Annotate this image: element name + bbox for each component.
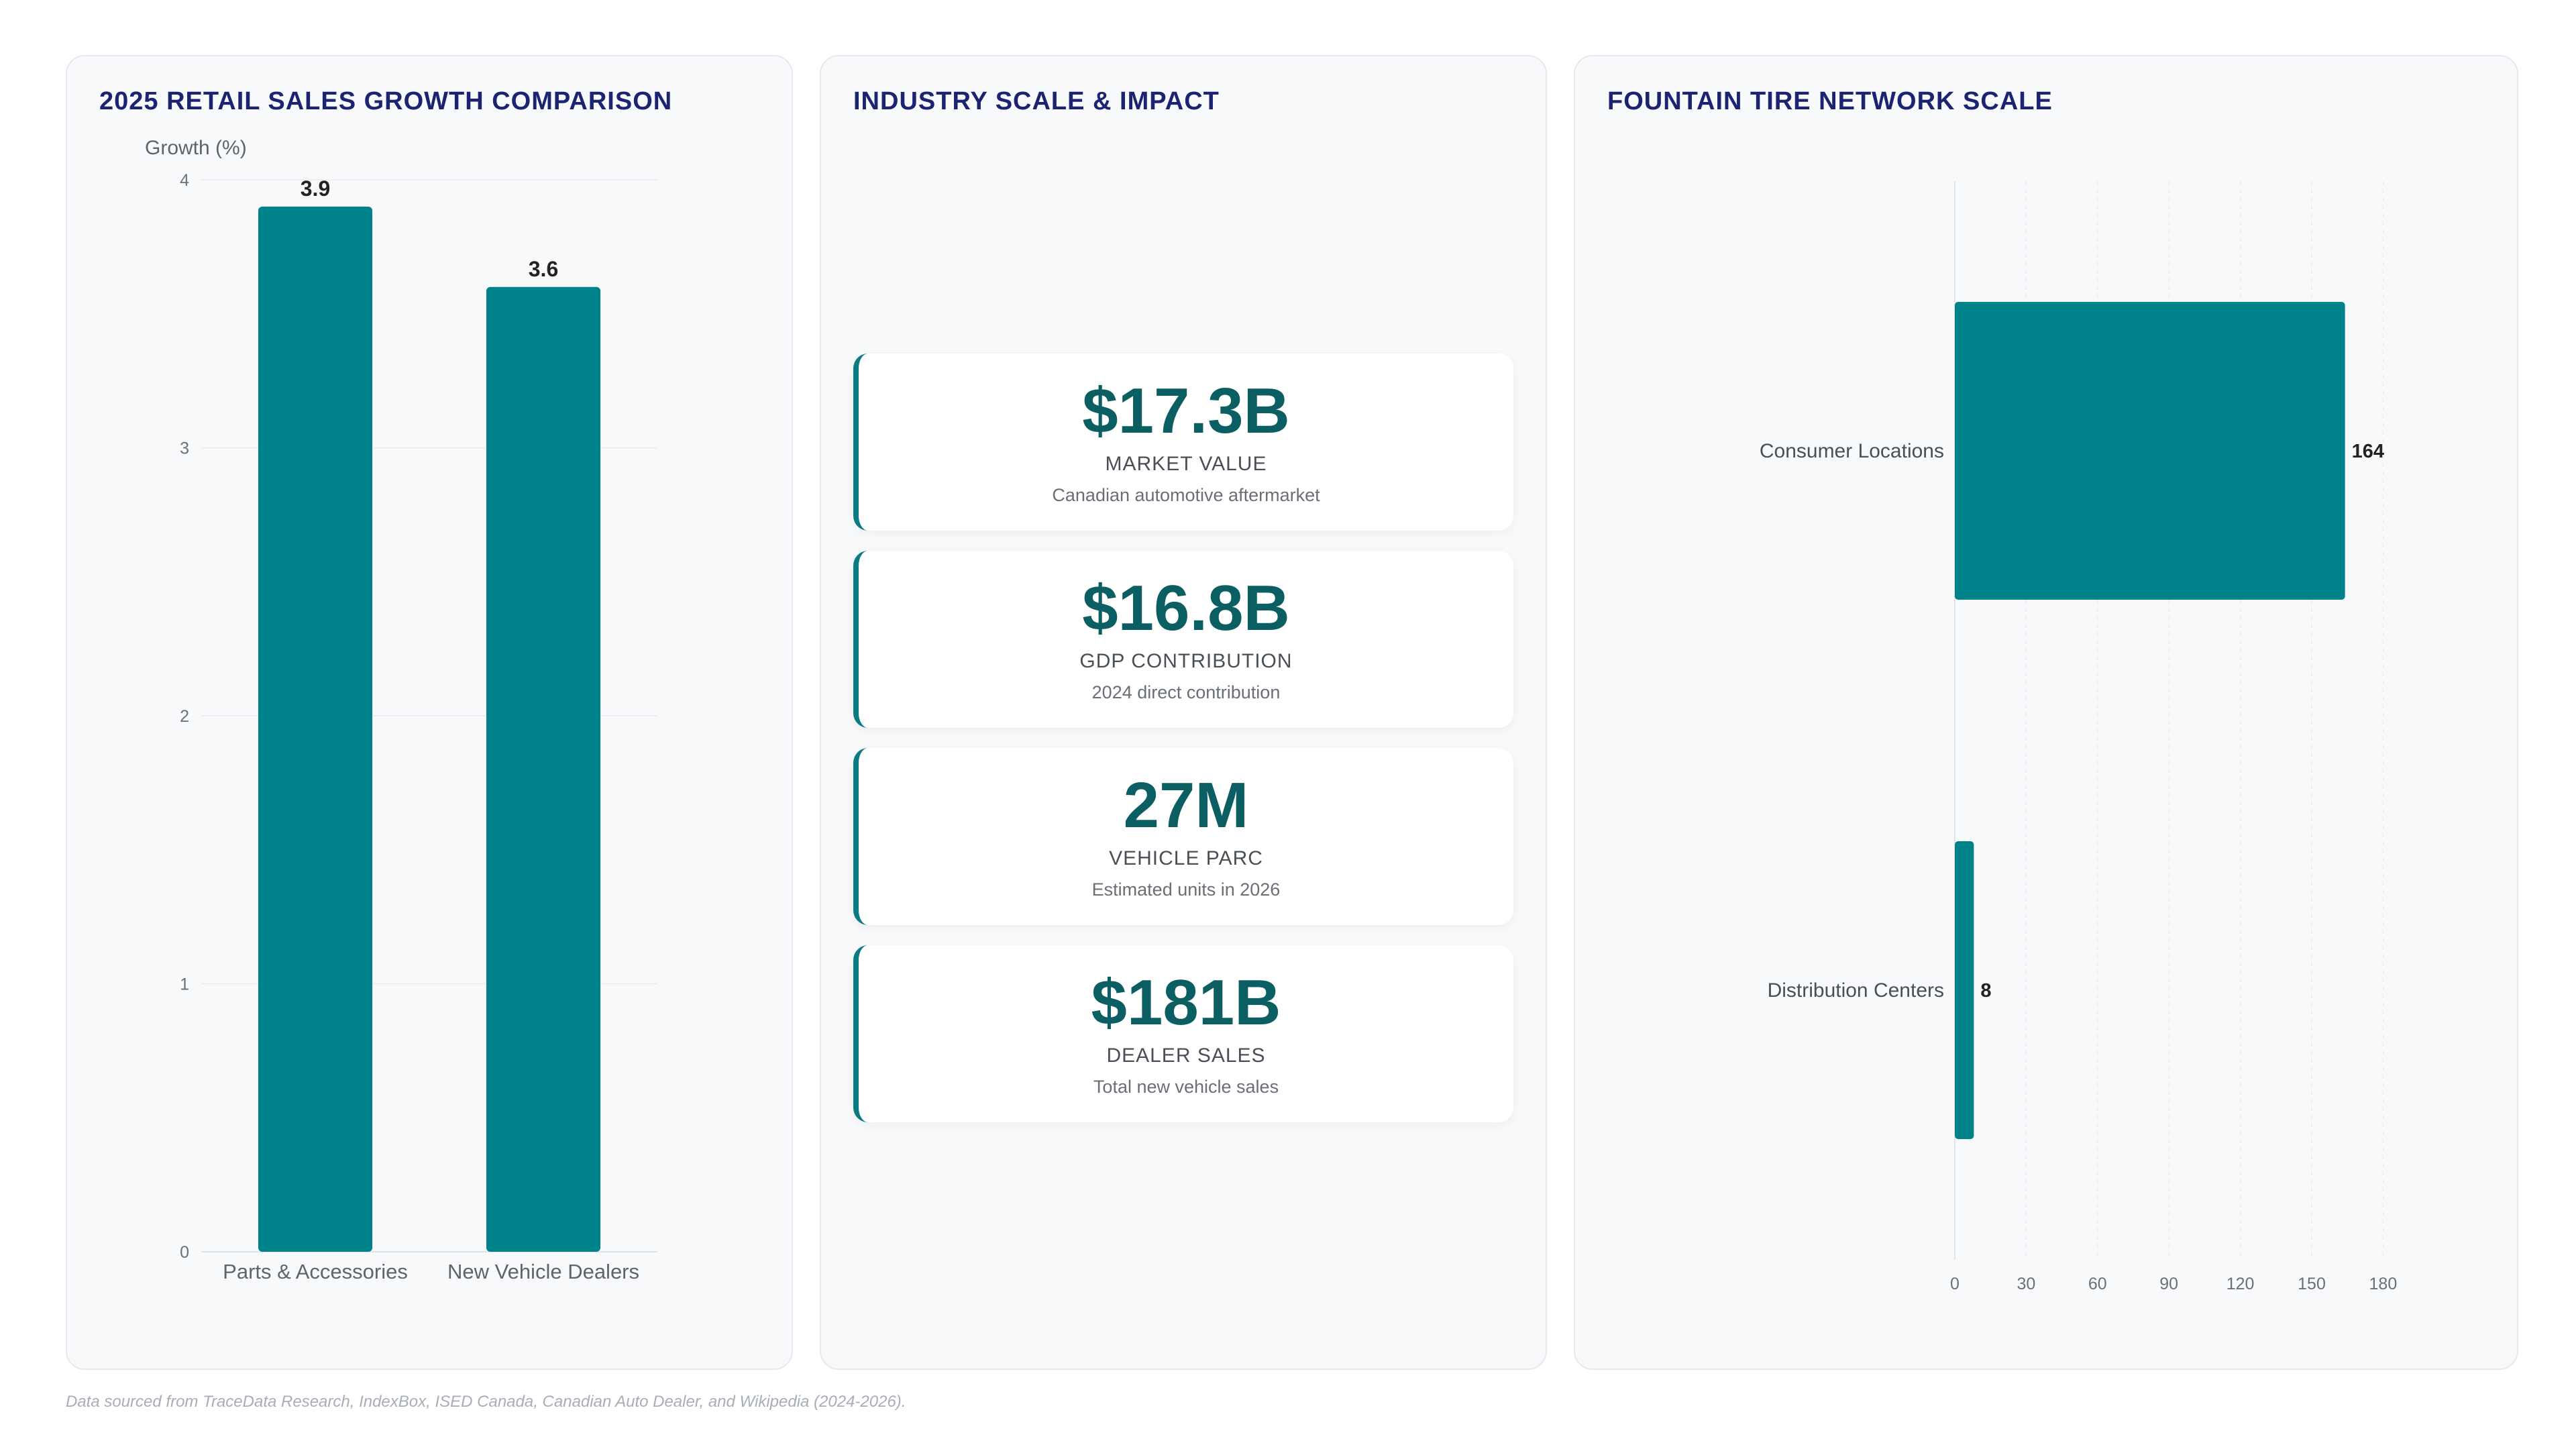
metric-value: $181B [1091,967,1281,1038]
bar [258,206,372,1252]
metric-subtitle: 2024 direct contribution [1091,682,1281,702]
x-tick-label: 90 [2159,1275,2178,1293]
industry-panel-title: INDUSTRY SCALE & IMPACT [853,87,1220,115]
x-tick-label: 180 [2369,1275,2398,1293]
metric-value: 27M [1123,769,1249,841]
network-bar-chart: 0 30 60 90 120 150 180 Consumer Locations 164 Dis… [1760,181,2398,1293]
metric-subtitle: Total new vehicle sales [1093,1077,1279,1097]
network-panel-title: FOUNTAIN TIRE NETWORK SCALE [1607,87,2053,115]
metric-card-dealer-sales: $181B DEALER SALES Total new vehicle sal… [853,945,1513,1122]
y-tick-label: 2 [180,707,189,726]
x-tick-label: New Vehicle Dealers [447,1260,639,1283]
network-scale-panel: FOUNTAIN TIRE NETWORK SCALE 0 30 60 90 120 15… [1574,55,2518,1370]
y-tick-label: Distribution Centers [1768,979,1944,1002]
metric-label: DEALER SALES [1106,1044,1266,1067]
x-tick-label: Parts & Accessories [223,1260,408,1283]
metric-label: VEHICLE PARC [1109,847,1263,869]
x-tick-label: 60 [2088,1275,2107,1293]
bar [486,286,600,1252]
bar [1955,302,2345,600]
metric-subtitle: Estimated units in 2026 [1091,879,1281,900]
growth-panel-title: 2025 RETAIL SALES GROWTH COMPARISON [99,87,673,115]
x-tick-label: 150 [2298,1275,2326,1293]
x-tick-label: 120 [2226,1275,2255,1293]
metric-label: GDP CONTRIBUTION [1079,650,1293,672]
bar-value-label: 164 [2352,441,2384,462]
industry-scale-panel: INDUSTRY SCALE & IMPACT $17.3B MARKET VA… [820,55,1547,1370]
y-tick-label: Consumer Locations [1760,440,1944,462]
y-tick-label: 4 [180,171,189,190]
y-axis-label: Growth (%) [145,137,247,159]
growth-bar-chart: Growth (%) 0 1 2 3 4 3.9 Parts & Accessories 3.6… [145,137,657,1283]
metric-card-vehicle-parc: 27M VEHICLE PARC Estimated units in 2026 [853,748,1513,925]
data-source-footnote: Data sourced from TraceData Research, In… [66,1393,906,1411]
metric-value: $16.8B [1082,572,1290,644]
y-tick-label: 3 [180,439,189,458]
bar-value-label: 8 [1980,980,1991,1002]
y-tick-label: 1 [180,975,189,994]
growth-comparison-panel: 2025 RETAIL SALES GROWTH COMPARISON Grow… [66,55,793,1370]
bar [1955,841,1974,1139]
bar-value-label: 3.6 [529,257,558,281]
metric-value: $17.3B [1082,375,1290,447]
bar-value-label: 3.9 [301,176,330,201]
metric-label: MARKET VALUE [1105,453,1267,475]
x-tick-label: 0 [1950,1275,1960,1293]
metric-card-market-value: $17.3B MARKET VALUE Canadian automotive … [853,354,1513,531]
y-tick-label: 0 [180,1243,189,1262]
metric-card-gdp-contribution: $16.8B GDP CONTRIBUTION 2024 direct cont… [853,551,1513,728]
x-tick-label: 30 [2017,1275,2035,1293]
metric-subtitle: Canadian automotive aftermarket [1052,485,1320,505]
